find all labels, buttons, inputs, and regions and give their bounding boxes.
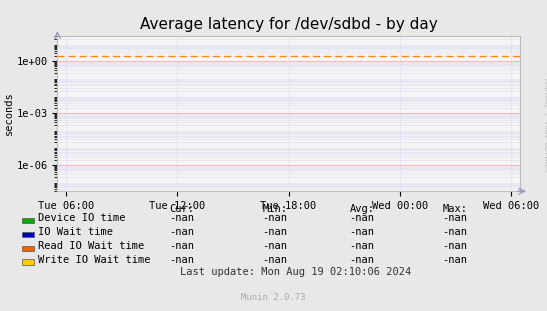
Y-axis label: seconds: seconds (4, 92, 14, 135)
Text: -nan: -nan (350, 241, 375, 251)
Text: -nan: -nan (443, 255, 468, 265)
Text: Read IO Wait time: Read IO Wait time (38, 241, 144, 251)
Text: Device IO time: Device IO time (38, 213, 126, 223)
Text: -nan: -nan (169, 227, 194, 237)
Text: Write IO Wait time: Write IO Wait time (38, 255, 151, 265)
Text: -nan: -nan (169, 213, 194, 223)
Text: -nan: -nan (262, 255, 287, 265)
Title: Average latency for /dev/sdbd - by day: Average latency for /dev/sdbd - by day (139, 17, 438, 32)
Text: -nan: -nan (350, 227, 375, 237)
Text: -nan: -nan (443, 213, 468, 223)
Text: -nan: -nan (350, 213, 375, 223)
Text: -nan: -nan (443, 227, 468, 237)
Text: -nan: -nan (443, 241, 468, 251)
Text: Cur:: Cur: (169, 204, 194, 214)
Text: Last update: Mon Aug 19 02:10:06 2024: Last update: Mon Aug 19 02:10:06 2024 (180, 267, 411, 277)
Text: -nan: -nan (262, 213, 287, 223)
Text: -nan: -nan (262, 241, 287, 251)
Text: -nan: -nan (169, 255, 194, 265)
Text: Min:: Min: (262, 204, 287, 214)
Text: -nan: -nan (262, 227, 287, 237)
Text: Munin 2.0.73: Munin 2.0.73 (241, 293, 306, 302)
Text: Avg:: Avg: (350, 204, 375, 214)
Text: -nan: -nan (350, 255, 375, 265)
Text: -nan: -nan (169, 241, 194, 251)
Text: Max:: Max: (443, 204, 468, 214)
Text: IO Wait time: IO Wait time (38, 227, 113, 237)
Text: RRDTOOL / TOBI OETIKER: RRDTOOL / TOBI OETIKER (543, 78, 547, 171)
